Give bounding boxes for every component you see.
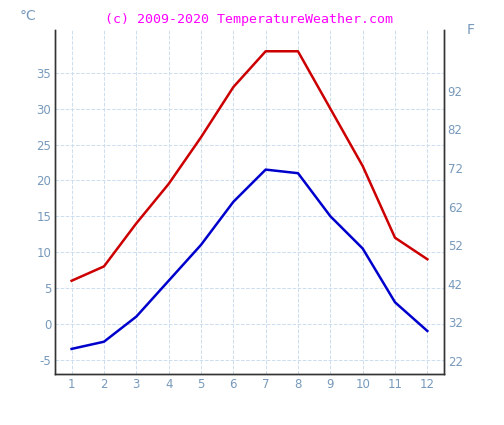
Y-axis label: °C: °C [20, 9, 37, 23]
Title: (c) 2009-2020 TemperatureWeather.com: (c) 2009-2020 TemperatureWeather.com [105, 13, 394, 26]
Y-axis label: F: F [467, 23, 475, 37]
